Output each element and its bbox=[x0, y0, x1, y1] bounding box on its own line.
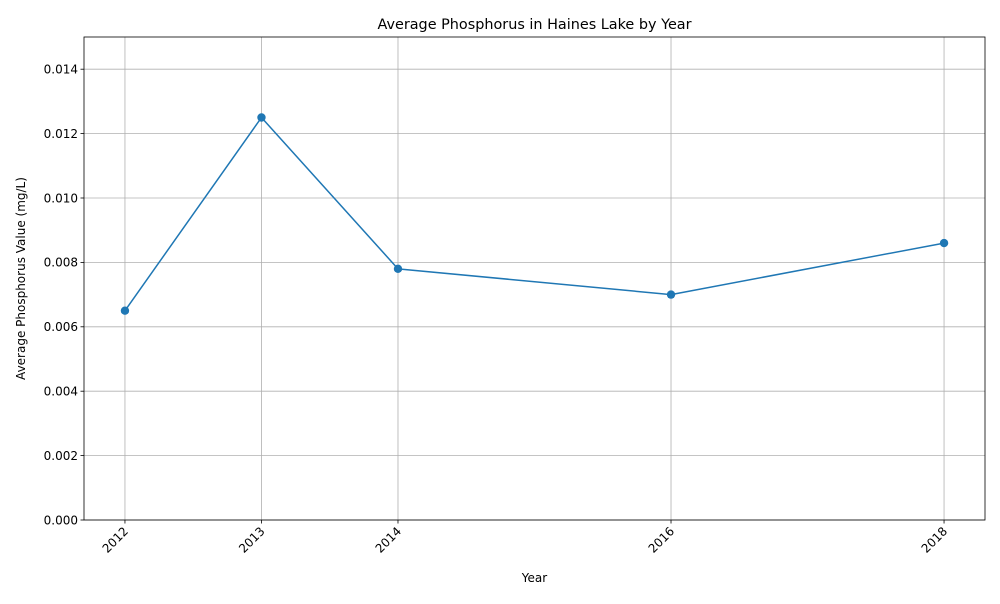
data-point bbox=[120, 306, 130, 315]
x-tick-label: 2018 bbox=[919, 524, 950, 555]
y-tick-label: 0.006 bbox=[44, 320, 78, 334]
x-tick-label: 2016 bbox=[646, 524, 677, 555]
x-axis-label: Year bbox=[521, 571, 547, 585]
data-point bbox=[939, 238, 949, 248]
y-axis-label: Average Phosphorus Value (mg/L) bbox=[14, 177, 28, 380]
series-layer bbox=[120, 113, 949, 315]
x-tick-label: 2013 bbox=[236, 524, 267, 555]
y-tick-label: 0.012 bbox=[44, 127, 78, 141]
x-tick-label: 2012 bbox=[100, 524, 131, 555]
y-tick-label: 0.002 bbox=[44, 449, 78, 463]
y-axis-ticks: 0.000 0.002 0.004 0.006 0.008 0.010 0.012 0.014 bbox=[44, 63, 84, 527]
data-point bbox=[393, 264, 403, 274]
x-tick-label: 2014 bbox=[373, 524, 404, 555]
chart-title: Average Phosphorus in Haines Lake by Yea… bbox=[377, 17, 691, 33]
series-line bbox=[124, 116, 945, 312]
y-tick-label: 0.010 bbox=[44, 191, 78, 205]
plot-frame bbox=[83, 36, 986, 521]
y-tick-label: 0.004 bbox=[44, 385, 78, 399]
y-tick-label: 0.014 bbox=[44, 63, 78, 77]
data-point bbox=[257, 113, 266, 122]
grid bbox=[84, 37, 985, 521]
y-tick-label: 0.000 bbox=[44, 513, 78, 527]
y-tick-label: 0.008 bbox=[44, 256, 78, 270]
x-axis-ticks: 2012 2013 2014 2016 2018 bbox=[100, 520, 950, 556]
data-point bbox=[666, 290, 676, 299]
